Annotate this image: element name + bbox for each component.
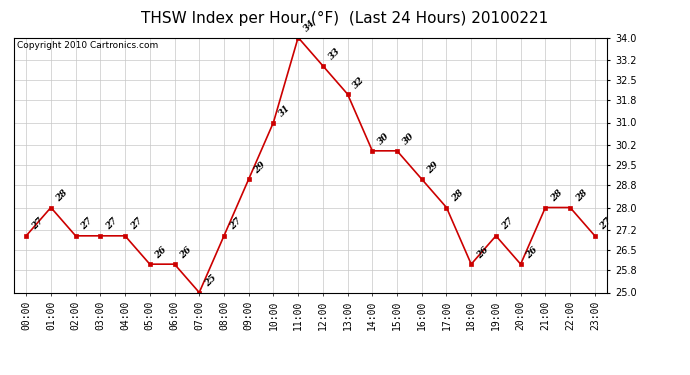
Text: 28: 28 [549,188,564,203]
Text: 33: 33 [326,46,342,62]
Text: 28: 28 [55,188,70,203]
Text: 30: 30 [401,131,416,147]
Text: 29: 29 [426,160,441,175]
Text: 27: 27 [228,216,243,232]
Text: 28: 28 [450,188,465,203]
Text: 26: 26 [524,245,540,260]
Text: 30: 30 [376,131,391,147]
Text: Copyright 2010 Cartronics.com: Copyright 2010 Cartronics.com [17,41,158,50]
Text: 28: 28 [574,188,589,203]
Text: 31: 31 [277,103,293,118]
Text: 29: 29 [253,160,268,175]
Text: 27: 27 [104,216,119,232]
Text: 27: 27 [500,216,515,232]
Text: 27: 27 [79,216,95,232]
Text: 26: 26 [475,245,490,260]
Text: 25: 25 [203,273,218,288]
Text: 34: 34 [302,18,317,33]
Text: THSW Index per Hour (°F)  (Last 24 Hours) 20100221: THSW Index per Hour (°F) (Last 24 Hours)… [141,11,549,26]
Text: 26: 26 [178,245,193,260]
Text: 32: 32 [351,75,366,90]
Text: 27: 27 [598,216,613,232]
Text: 26: 26 [153,245,168,260]
Text: 27: 27 [30,216,45,232]
Text: 27: 27 [129,216,144,232]
